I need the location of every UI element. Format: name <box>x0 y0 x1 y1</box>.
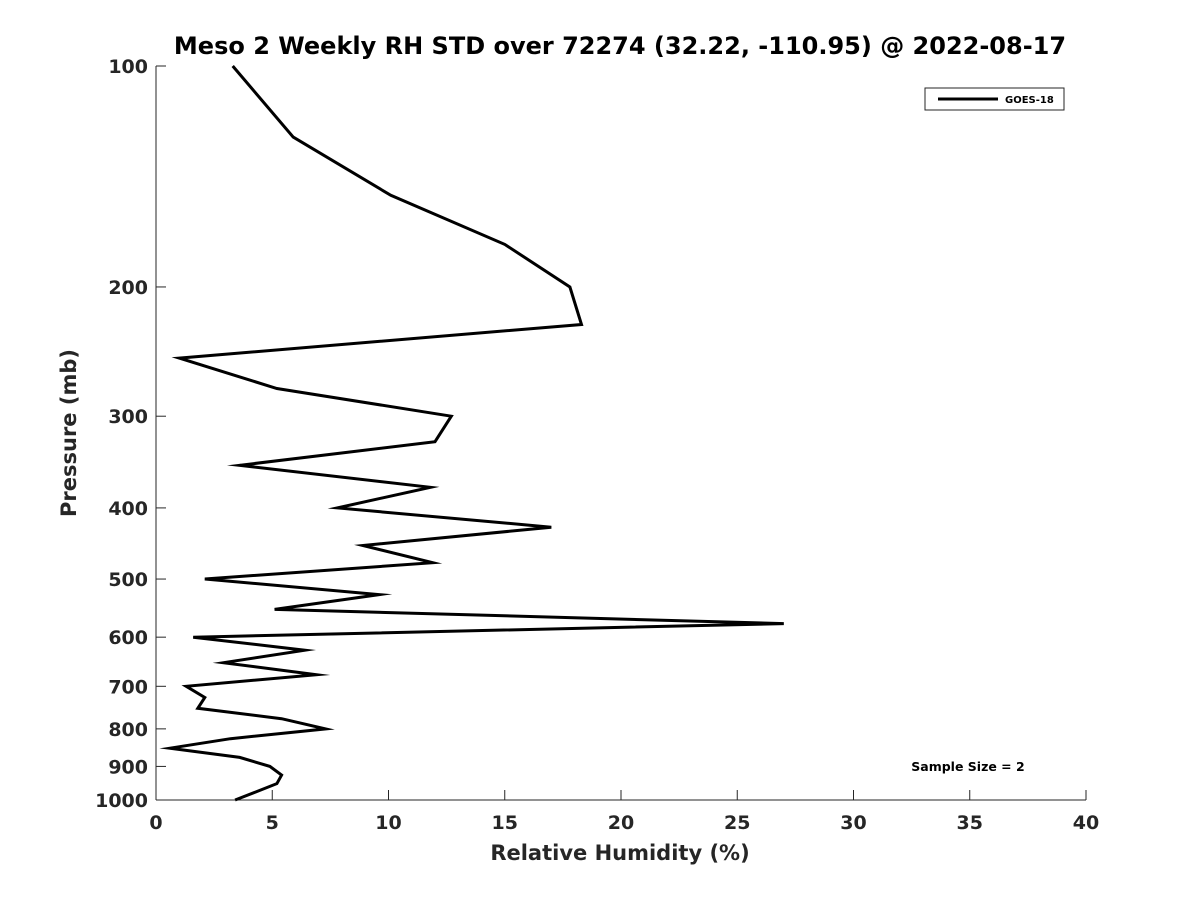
y-tick-label-100: 100 <box>108 56 148 78</box>
y-tick-label-500: 500 <box>108 569 148 591</box>
y-tick-label-300: 300 <box>108 406 148 428</box>
x-tick-label-25: 25 <box>724 812 750 834</box>
y-tick-label-200: 200 <box>108 277 148 299</box>
sample-size-annotation: Sample Size = 2 <box>911 759 1024 774</box>
y-ticks: 100 200 300 400 500 600 700 800 900 1000 <box>95 56 166 812</box>
x-ticks: 0 5 10 15 20 25 30 35 40 <box>149 790 1099 834</box>
x-tick-label-30: 30 <box>840 812 866 834</box>
y-axis-label: Pressure (mb) <box>57 349 81 517</box>
x-tick-label-0: 0 <box>149 812 162 834</box>
y-tick-label-800: 800 <box>108 719 148 741</box>
chart-title: Meso 2 Weekly RH STD over 72274 (32.22, … <box>174 32 1066 60</box>
y-tick-label-600: 600 <box>108 627 148 649</box>
x-tick-label-10: 10 <box>375 812 401 834</box>
series-line-goes-18 <box>159 65 784 802</box>
x-axis-label: Relative Humidity (%) <box>490 841 749 865</box>
x-tick-label-15: 15 <box>492 812 518 834</box>
x-tick-label-20: 20 <box>608 812 634 834</box>
x-tick-label-5: 5 <box>266 812 279 834</box>
y-tick-label-900: 900 <box>108 756 148 778</box>
legend-label-goes-18: GOES-18 <box>1005 95 1054 106</box>
x-tick-label-35: 35 <box>957 812 983 834</box>
y-tick-label-400: 400 <box>108 498 148 520</box>
y-tick-label-1000: 1000 <box>95 790 148 812</box>
legend: GOES-18 <box>924 87 1065 111</box>
x-tick-label-40: 40 <box>1073 812 1099 834</box>
y-tick-label-700: 700 <box>108 676 148 698</box>
series-layer <box>159 65 784 802</box>
